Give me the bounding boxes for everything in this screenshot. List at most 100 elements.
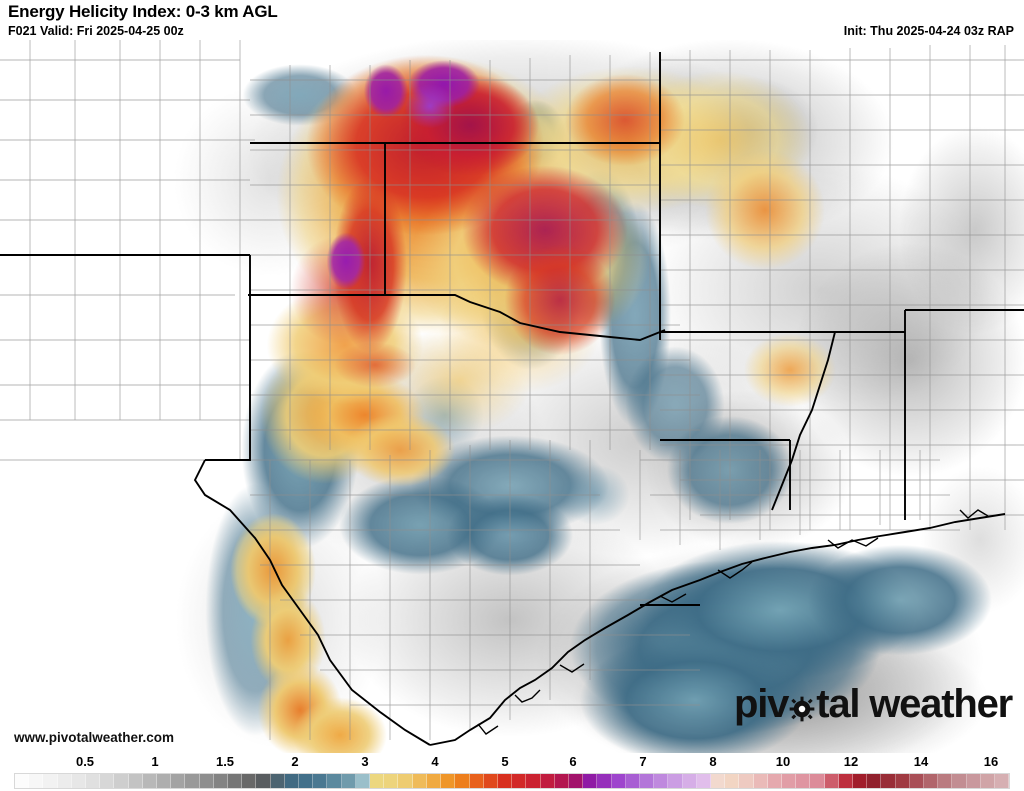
colorbar-swatch [909,774,924,788]
colorbar-swatch [540,774,555,788]
colorbar-tick: 1 [151,754,159,769]
colorbar-tick: 2 [291,754,299,769]
state-borders [0,52,1024,746]
colorbar-tick: 5 [501,754,509,769]
colorbar-swatch [128,774,143,788]
map-header: Energy Helicity Index: 0-3 km AGL F021 V… [0,0,1024,40]
colorbar-swatch [639,774,655,788]
colorbar-swatch [924,774,939,788]
colorbar-swatch [157,774,172,788]
colorbar-swatch [980,774,996,788]
colorbar-swatch [299,774,314,788]
colorbar-swatch [355,774,371,788]
colorbar-swatch [583,774,598,788]
logo-text-part1: piv [734,682,789,726]
colorbar-swatch [370,774,385,788]
colorbar-swatch [682,774,697,788]
valid-time-label: F021 Valid: Fri 2025-04-25 00z [8,24,184,38]
colorbar-swatch [810,774,825,788]
colorbar-tick: 12 [843,754,859,769]
colorbar-swatch [114,774,129,788]
colorbar-tick: 7 [639,754,647,769]
map-borders-overlay [0,40,1024,746]
colorbar-swatch [781,774,797,788]
colorbar-swatch [568,774,584,788]
colorbar-swatch [57,774,72,788]
colorbar-tick: 16 [983,754,999,769]
colorbar-tick: 14 [913,754,929,769]
colorbar-gradient [14,773,1010,789]
colorbar-swatch [398,774,413,788]
colorbar-swatch [867,774,882,788]
colorbar-swatch [185,774,200,788]
colorbar-swatch [966,774,981,788]
colorbar-swatch [469,774,484,788]
colorbar-swatch [313,774,328,788]
colorbar-swatch [852,774,868,788]
colorbar-swatch [341,774,356,788]
colorbar-tick: 0.5 [75,754,95,769]
colorbar-swatch [838,774,853,788]
colorbar-tick: 1.5 [215,754,235,769]
colorbar-swatch [213,774,229,788]
colorbar-swatch [710,774,726,788]
colorbar-swatch [512,774,527,788]
page-title: Energy Helicity Index: 0-3 km AGL [8,2,278,21]
colorbar-swatch [256,774,271,788]
colorbar-swatch [412,774,427,788]
website-watermark: www.pivotalweather.com [14,730,175,745]
colorbar-swatch [881,774,896,788]
map-field-hot [0,40,1024,753]
colorbar-swatch [753,774,768,788]
colorbar-tick-labels: 0.5 1 1.5 2 3 4 5 6 7 8 10 12 14 16 [0,753,1024,773]
colorbar-swatch [483,774,498,788]
colorbar-swatch [228,774,243,788]
colorbar-tick: 6 [569,754,577,769]
colorbar-swatch [142,774,158,788]
colorbar-swatch [625,774,640,788]
colorbar-swatch [15,774,30,788]
colorbar-swatch [455,774,470,788]
colorbar-swatch [29,774,44,788]
colorbar-tick: 4 [431,754,439,769]
colorbar-swatch [441,774,456,788]
colorbar-swatch [384,774,399,788]
colorbar-swatch [270,774,285,788]
colorbar-swatch [952,774,967,788]
colorbar-swatch [725,774,740,788]
colorbar-swatch [611,774,626,788]
colorbar-tick: 8 [709,754,717,769]
colorbar-swatch [86,774,101,788]
colorbar-swatch [242,774,257,788]
gear-icon [789,696,815,722]
pivotal-weather-logo: piv tal weat [734,682,1013,727]
colorbar-swatch [654,774,669,788]
colorbar-tick: 10 [775,754,791,769]
colorbar-swatch [767,774,782,788]
colorbar-swatch [895,774,910,788]
colorbar-swatch [554,774,569,788]
colorbar-swatch [938,774,953,788]
colorbar-swatch [43,774,58,788]
colorbar-swatch [327,774,342,788]
coastline-detail [477,509,989,735]
colorbar-swatch [171,774,186,788]
colorbar-swatch [796,774,811,788]
colorbar-swatch [526,774,541,788]
colorbar-tick: 3 [361,754,369,769]
colorbar-swatch [71,774,87,788]
colorbar-swatch [284,774,300,788]
logo-text-part2: tal weather [816,682,1013,726]
colorbar-swatch [696,774,711,788]
colorbar-swatch [426,774,442,788]
colorbar-swatch [995,774,1010,788]
colorbar-swatch [668,774,683,788]
map-canvas[interactable]: www.pivotalweather.com piv [0,40,1024,754]
colorbar-swatch [597,774,612,788]
county-borders [0,40,1024,740]
init-time-label: Init: Thu 2025-04-24 03z RAP [843,24,1014,38]
colorbar-swatch [739,774,754,788]
colorbar-swatch [824,774,839,788]
colorbar[interactable]: 0.5 1 1.5 2 3 4 5 6 7 8 10 12 14 16 [0,753,1024,791]
